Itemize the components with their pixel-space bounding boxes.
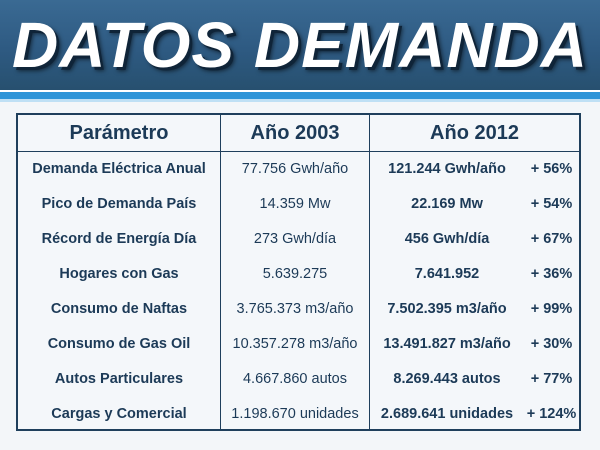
data-table: Parámetro Año 2003 Año 2012 Demanda Eléc… bbox=[16, 113, 581, 431]
header-year-2003: Año 2003 bbox=[250, 122, 340, 144]
cell-variacion: + 124% bbox=[526, 406, 577, 422]
cell-variacion: + 99% bbox=[530, 301, 573, 317]
cell-year-2003: 5.639.275 bbox=[262, 266, 328, 282]
cell-parametro: Consumo de Gas Oil bbox=[47, 336, 191, 352]
cell-year-2012: 2.689.641 unidades bbox=[380, 406, 514, 422]
table-row: Pico de Demanda País 14.359 Mw 22.169 Mw + … bbox=[18, 187, 579, 222]
cell-year-2012: 121.244 Gwh/año bbox=[388, 161, 506, 177]
title-banner: DATOS DEMANDA bbox=[0, 0, 600, 90]
header-year-2012: Año 2012 bbox=[430, 122, 519, 144]
table-body: Demanda Eléctrica Anual 77.756 Gwh/año 121… bbox=[18, 152, 579, 429]
table-row: Récord de Energía Día 273 Gwh/día 456 Gwh/… bbox=[18, 222, 579, 257]
divider-stripe-white bbox=[0, 90, 600, 92]
table-row: Demanda Eléctrica Anual 77.756 Gwh/año 121… bbox=[18, 152, 579, 187]
page-title: DATOS DEMANDA bbox=[12, 9, 588, 81]
cell-year-2003: 77.756 Gwh/año bbox=[241, 161, 349, 177]
cell-variacion: + 77% bbox=[530, 371, 573, 387]
cell-variacion: + 67% bbox=[530, 231, 573, 247]
table-row: Autos Particulares 4.667.860 autos 8.269.4… bbox=[18, 362, 579, 397]
column-divider-2 bbox=[369, 115, 370, 429]
cell-parametro: Autos Particulares bbox=[54, 371, 184, 387]
table-row: Consumo de Gas Oil 10.357.278 m3/año 13.49… bbox=[18, 327, 579, 362]
cell-year-2003: 10.357.278 m3/año bbox=[232, 336, 358, 352]
divider-stripe-light bbox=[0, 99, 600, 102]
column-divider-1 bbox=[220, 115, 221, 429]
cell-variacion: + 36% bbox=[530, 266, 573, 282]
cell-year-2012: 456 Gwh/día bbox=[404, 231, 490, 247]
cell-parametro: Récord de Energía Día bbox=[41, 231, 197, 247]
cell-year-2012: 7.502.395 m3/año bbox=[387, 301, 507, 317]
cell-variacion: + 54% bbox=[530, 196, 573, 212]
cell-year-2003: 1.198.670 unidades bbox=[231, 406, 359, 422]
cell-year-2003: 14.359 Mw bbox=[259, 196, 331, 212]
cell-parametro: Hogares con Gas bbox=[59, 266, 179, 282]
cell-year-2012: 8.269.443 autos bbox=[393, 371, 501, 387]
cell-variacion: + 56% bbox=[530, 161, 573, 177]
table-row: Cargas y Comercial 1.198.670 unidades 2.68… bbox=[18, 397, 579, 432]
cell-parametro: Cargas y Comercial bbox=[51, 406, 187, 422]
header-divider bbox=[18, 151, 579, 152]
divider-stripe-blue bbox=[0, 92, 600, 99]
cell-year-2003: 273 Gwh/día bbox=[253, 231, 337, 247]
cell-variacion: + 30% bbox=[530, 336, 573, 352]
header-parametro: Parámetro bbox=[69, 122, 169, 144]
table-row: Consumo de Naftas 3.765.373 m3/año 7.502.3… bbox=[18, 292, 579, 327]
cell-year-2012: 13.491.827 m3/año bbox=[383, 336, 511, 352]
table-row: Hogares con Gas 5.639.275 7.641.952 + 36% bbox=[18, 257, 579, 292]
cell-year-2003: 4.667.860 autos bbox=[242, 371, 347, 387]
cell-year-2003: 3.765.373 m3/año bbox=[236, 301, 354, 317]
cell-year-2012: 7.641.952 bbox=[414, 266, 480, 282]
cell-parametro: Pico de Demanda País bbox=[41, 196, 197, 212]
cell-parametro: Demanda Eléctrica Anual bbox=[32, 161, 206, 177]
cell-parametro: Consumo de Naftas bbox=[50, 301, 188, 317]
cell-year-2012: 22.169 Mw bbox=[411, 196, 483, 212]
